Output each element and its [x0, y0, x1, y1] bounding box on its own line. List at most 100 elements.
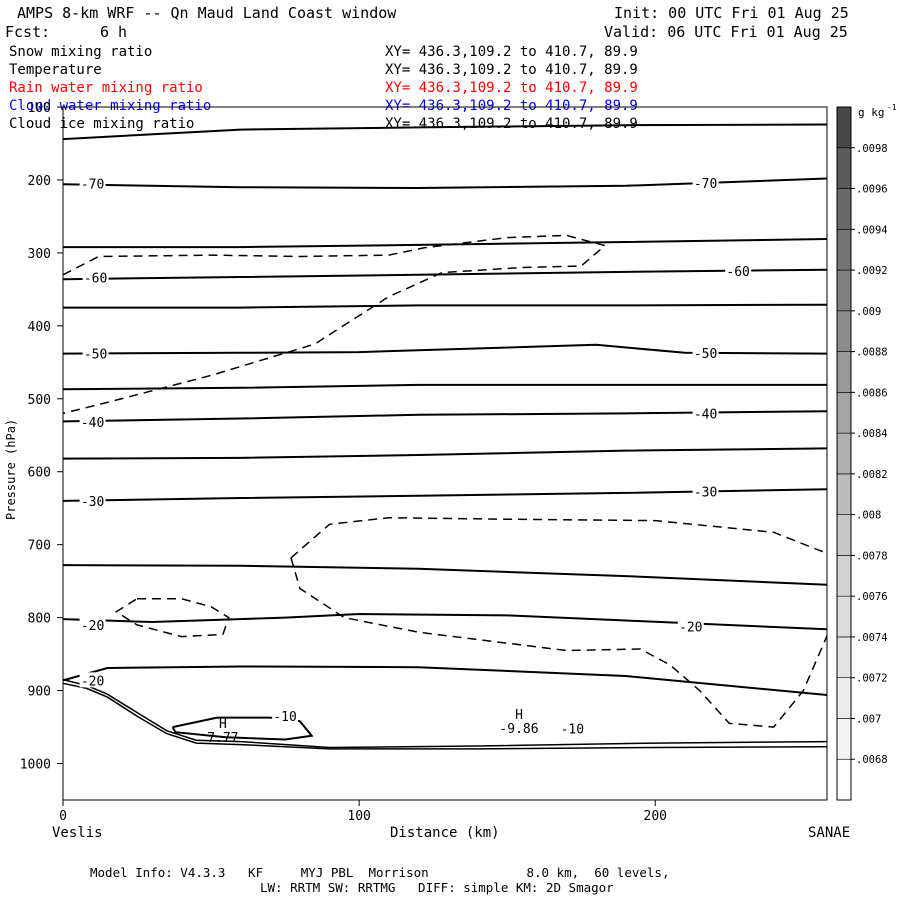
isotherm-line	[62, 612, 828, 631]
colorbar-swatch	[836, 514, 852, 556]
contour-label-bg	[559, 720, 586, 736]
contour-label: -50	[694, 347, 717, 362]
isotherm-line	[62, 268, 828, 281]
field-xy-range: XY= 436.3,109.2 to 410.7, 89.9	[385, 62, 638, 78]
isotherm-line	[63, 238, 828, 249]
contour-label: -10	[561, 723, 584, 738]
y-tick-label: 400	[28, 320, 51, 335]
contour-label: -30	[81, 495, 104, 510]
field-xy-range: XY= 436.3,109.2 to 410.7, 89.9	[385, 98, 638, 114]
isotherm-line	[62, 665, 828, 696]
y-tick-label: 900	[28, 685, 51, 700]
colorbar-label: .008	[856, 510, 881, 522]
contour-label: -10	[273, 710, 296, 725]
colorbar-label: .0078	[856, 550, 888, 562]
colorbar-label: .0068	[856, 754, 888, 766]
colorbar-label: .0092	[856, 265, 888, 277]
contour-label: -20	[81, 619, 104, 634]
isotherm-closed	[171, 716, 314, 741]
y-tick-label: 200	[28, 174, 51, 189]
snow-mixing-contour	[290, 516, 828, 559]
colorbar-unit: g kg	[858, 106, 885, 119]
contour-label-bg	[79, 492, 106, 508]
contour-label-bg	[677, 618, 704, 634]
colorbar-swatch	[836, 310, 852, 352]
y-axis-label: Pressure (hPa)	[4, 418, 18, 520]
field-name: Rain water mixing ratio	[9, 80, 203, 96]
colorbar-frame	[836, 106, 852, 801]
colorbar-label: .007	[856, 713, 881, 725]
colorbar-label: .0072	[856, 673, 888, 685]
x-axis-label: Distance (km)	[390, 825, 500, 841]
isotherm-line	[62, 564, 828, 586]
y-tick-label: 800	[28, 612, 51, 627]
contour-label: -40	[81, 416, 104, 431]
contour-label: -60	[84, 272, 107, 287]
colorbar-label: .0084	[856, 428, 888, 440]
isotherm-line	[62, 123, 828, 141]
colorbar-label: .0082	[856, 469, 888, 481]
colorbar-label: .0096	[856, 184, 888, 196]
colorbar-swatch	[836, 677, 852, 719]
extremum-symbol: H	[219, 717, 227, 732]
terrain-line	[62, 682, 828, 750]
forecast-hours: 6 h	[100, 23, 128, 41]
colorbar-swatch	[836, 228, 852, 271]
extremum-value: -9.86	[499, 722, 538, 737]
contour-label-bg	[79, 616, 106, 632]
field-name: Temperature	[9, 62, 102, 78]
field-name: Cloud ice mixing ratio	[9, 116, 195, 132]
colorbar-swatch	[836, 718, 852, 760]
y-tick-label: 1000	[20, 758, 51, 773]
colorbar-swatch	[836, 473, 852, 515]
forecast-label: Fcst:	[5, 23, 51, 41]
contour-label: -70	[81, 178, 104, 193]
colorbar-label: .0094	[856, 224, 888, 236]
plot-frame	[62, 106, 828, 801]
terrain-line	[62, 678, 828, 749]
isotherm-line	[62, 447, 828, 460]
contour-label-bg	[692, 174, 719, 190]
contour-label-bg	[79, 175, 106, 191]
contour-label: -60	[726, 265, 749, 280]
valid-time: Valid: 06 UTC Fri 01 Aug 25	[604, 23, 848, 41]
x-tick-label: 100	[347, 809, 370, 824]
contour-label-bg	[79, 414, 106, 430]
left-endpoint-label: Veslis	[52, 825, 103, 841]
contour-label-bg	[692, 405, 719, 421]
field-name: Snow mixing ratio	[9, 44, 153, 60]
colorbar-label: .0098	[856, 143, 888, 155]
colorbar-swatch	[836, 595, 852, 638]
contour-label: -20	[81, 674, 104, 689]
contour-label: -30	[694, 485, 717, 500]
snow-mixing-contour	[62, 234, 607, 415]
y-tick-label: 100	[28, 101, 51, 116]
colorbar-swatch	[836, 269, 852, 312]
model-info-line1: Model Info: V4.3.3 KF MYJ PBL Morrison 8…	[90, 865, 670, 880]
field-xy-range: XY= 436.3,109.2 to 410.7, 89.9	[385, 44, 638, 60]
contour-label-bg	[82, 345, 109, 361]
x-tick-label: 200	[644, 809, 667, 824]
isotherm-line	[62, 383, 827, 391]
extremum-symbol: H	[515, 708, 523, 723]
y-tick-label: 500	[28, 393, 51, 408]
field-name: Cloud water mixing ratio	[9, 98, 212, 114]
colorbar-label: .0076	[856, 591, 888, 603]
extremum-value: 7.77	[207, 731, 238, 746]
colorbar-label: .009	[856, 306, 881, 318]
colorbar-swatch	[836, 147, 852, 189]
contour-label-bg	[79, 672, 106, 688]
isotherm-line	[63, 303, 828, 309]
colorbar-label: .0088	[856, 347, 888, 359]
colorbar-swatch	[836, 636, 852, 679]
chart-title: AMPS 8-km WRF -- Qn Maud Land Coast wind…	[17, 4, 397, 22]
contour-label-bg	[82, 269, 109, 285]
colorbar-label: .0086	[856, 387, 888, 399]
contour-label: -40	[694, 407, 717, 422]
colorbar-label: .0074	[856, 632, 888, 644]
right-endpoint-label: SANAE	[808, 825, 851, 841]
field-xy-range: XY= 436.3,109.2 to 410.7, 89.9	[385, 80, 638, 96]
contour-label-bg	[272, 708, 299, 724]
colorbar-swatch	[836, 351, 852, 393]
